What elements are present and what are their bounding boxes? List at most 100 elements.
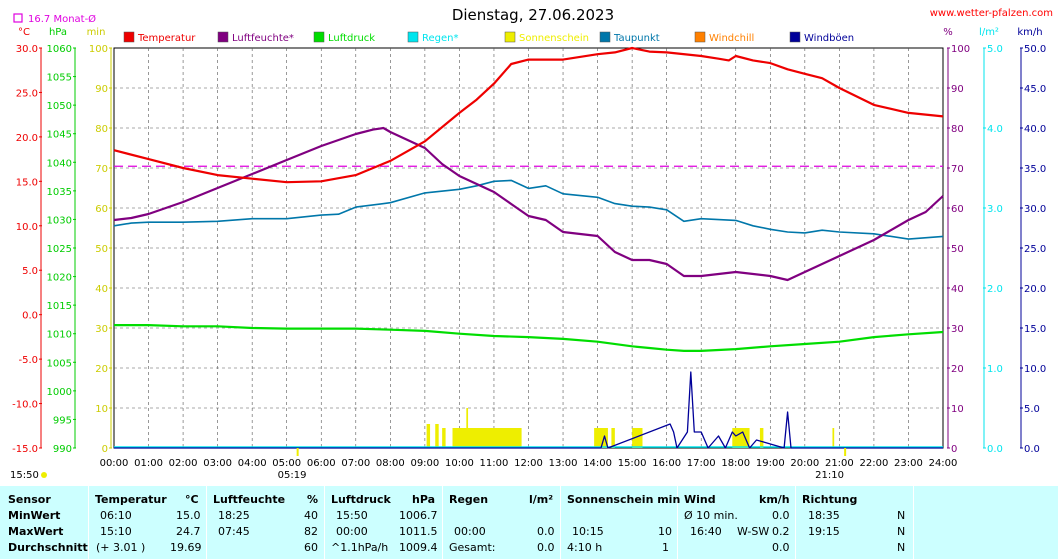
humidity-tick-label: 90 — [951, 84, 964, 95]
pressure-tick-label: 1015 — [47, 301, 72, 312]
site-url[interactable]: www.wetter-pfalzen.com — [930, 8, 1053, 19]
header-luftfeuchte: Luftfeuchte — [213, 493, 286, 506]
min-dir-value: N — [897, 509, 906, 522]
header-temperatur-unit: °C — [185, 493, 199, 506]
sunrise-label: 05:19 — [278, 470, 307, 481]
humidity-tick-label: 30 — [951, 324, 964, 335]
row-label-avg: Durchschnitt — [8, 541, 88, 554]
x-tick-label: 06:00 — [307, 458, 336, 469]
pressure-tick-label: 1040 — [47, 158, 72, 169]
wind-tick-label: 15.0 — [1024, 324, 1046, 335]
legend-label: Temperatur — [137, 33, 196, 44]
max-hum-value: 82 — [304, 525, 318, 538]
sunshine-bar — [759, 428, 764, 448]
humidity-tick-label: 60 — [951, 204, 964, 215]
avg-press-trend: ^1.1hPa/h — [331, 541, 389, 554]
minutes-tick-label: 70 — [95, 164, 108, 175]
legend-swatch — [217, 31, 229, 43]
x-tick-label: 24:00 — [929, 458, 958, 469]
x-tick-label: 22:00 — [860, 458, 889, 469]
sunshine-bar — [442, 428, 446, 448]
legend-swatch — [504, 31, 516, 43]
legend-swatch — [789, 31, 801, 43]
legend-swatch — [313, 31, 325, 43]
minutes-tick-label: 30 — [95, 324, 108, 335]
temp-unit-label: °C — [18, 27, 30, 38]
legend-label: Luftdruck — [328, 33, 375, 44]
pressure-tick-label: 1050 — [47, 101, 72, 112]
sunshine-bar — [832, 428, 835, 448]
x-tick-label: 21:00 — [825, 458, 854, 469]
avg-temp-value: 19.69 — [170, 541, 202, 554]
legend-item: Regen* — [407, 31, 459, 44]
max-sun-time: 10:15 — [572, 525, 604, 538]
x-tick-label: 10:00 — [445, 458, 474, 469]
pressure-tick-label: 1020 — [47, 273, 72, 284]
current-time-label: 15:50 — [10, 470, 39, 481]
wind-tick-label: 10.0 — [1024, 364, 1046, 375]
avg-legend-label: 16.7 Monat-Ø — [28, 13, 96, 25]
humidity-tick-label: 0 — [951, 444, 957, 455]
row-label-min: MinWert — [8, 509, 61, 522]
minutes-tick-label: 90 — [95, 84, 108, 95]
humidity-tick-label: 100 — [951, 44, 970, 55]
wind-tick-label: 30.0 — [1024, 204, 1046, 215]
x-tick-label: 23:00 — [894, 458, 923, 469]
header-sonnenschein: Sonnenschein min — [567, 493, 681, 506]
pressure-tick-label: 1000 — [47, 387, 72, 398]
humidity-tick-label: 20 — [951, 364, 964, 375]
max-sun-value: 10 — [658, 525, 672, 538]
min-press-time: 15:50 — [336, 509, 368, 522]
rain-tick-label: 3.0 — [987, 204, 1003, 215]
sunshine-bar — [632, 428, 643, 448]
legend-item: Windchill — [694, 31, 754, 44]
max-hum-time: 07:45 — [218, 525, 250, 538]
header-luftfeuchte-unit: % — [307, 493, 319, 506]
x-tick-label: 11:00 — [480, 458, 509, 469]
rain-unit-label: l/m² — [979, 27, 999, 38]
humidity-tick-label: 50 — [951, 244, 964, 255]
x-tick-label: 12:00 — [514, 458, 543, 469]
wind-tick-label: 50.0 — [1024, 44, 1046, 55]
humidity-tick-label: 40 — [951, 284, 964, 295]
temp-tick-label: 30.0 — [16, 44, 38, 55]
avg-wind-value: 0.0 — [772, 541, 790, 554]
pressure-tick-label: 1005 — [47, 358, 72, 369]
rain-total-label: Gesamt: — [449, 541, 496, 554]
header-wind-unit: km/h — [759, 493, 790, 506]
sunset-label: 21:10 — [815, 470, 844, 481]
row-label-max: MaxWert — [8, 525, 64, 538]
rain-tick-label: 4.0 — [987, 124, 1003, 135]
avg-dir-value: N — [897, 541, 906, 554]
x-tick-label: 01:00 — [134, 458, 163, 469]
sunshine-bar — [732, 428, 750, 448]
legend-swatch — [694, 31, 706, 43]
legend-item: Sonnenschein — [504, 31, 589, 44]
min-temp-time: 06:10 — [100, 509, 132, 522]
min-hum-time: 18:25 — [218, 509, 250, 522]
min-wind-value: 0.0 — [772, 509, 790, 522]
temp-tick-label: -5.0 — [18, 355, 38, 366]
legend-item: Luftdruck — [313, 31, 375, 44]
wind-unit-label: km/h — [1017, 27, 1042, 38]
luftdruck-line — [114, 324, 944, 352]
pressure-tick-label: 1010 — [47, 330, 72, 341]
pressure-tick-label: 1045 — [47, 130, 72, 141]
x-tick-label: 00:00 — [100, 458, 129, 469]
pressure-tick-label: 995 — [53, 415, 72, 426]
x-tick-label: 04:00 — [238, 458, 267, 469]
legend-label: Regen* — [422, 33, 459, 44]
minutes-tick-label: 20 — [95, 364, 108, 375]
humidity-tick-label: 70 — [951, 164, 964, 175]
sunshine-bar — [611, 428, 615, 448]
rain-tick-label: 2.0 — [987, 284, 1003, 295]
minutes-unit-label: min — [87, 27, 106, 38]
max-wind-time: 16:40 — [690, 525, 722, 538]
header-luftdruck-unit: hPa — [412, 493, 436, 506]
wind-tick-label: 45.0 — [1024, 84, 1046, 95]
temp-tick-label: 20.0 — [16, 133, 38, 144]
humidity-unit-label: % — [943, 27, 953, 38]
legend-label: Windchill — [709, 33, 754, 44]
legend-swatch — [407, 31, 419, 43]
avg-legend-box — [13, 13, 23, 23]
